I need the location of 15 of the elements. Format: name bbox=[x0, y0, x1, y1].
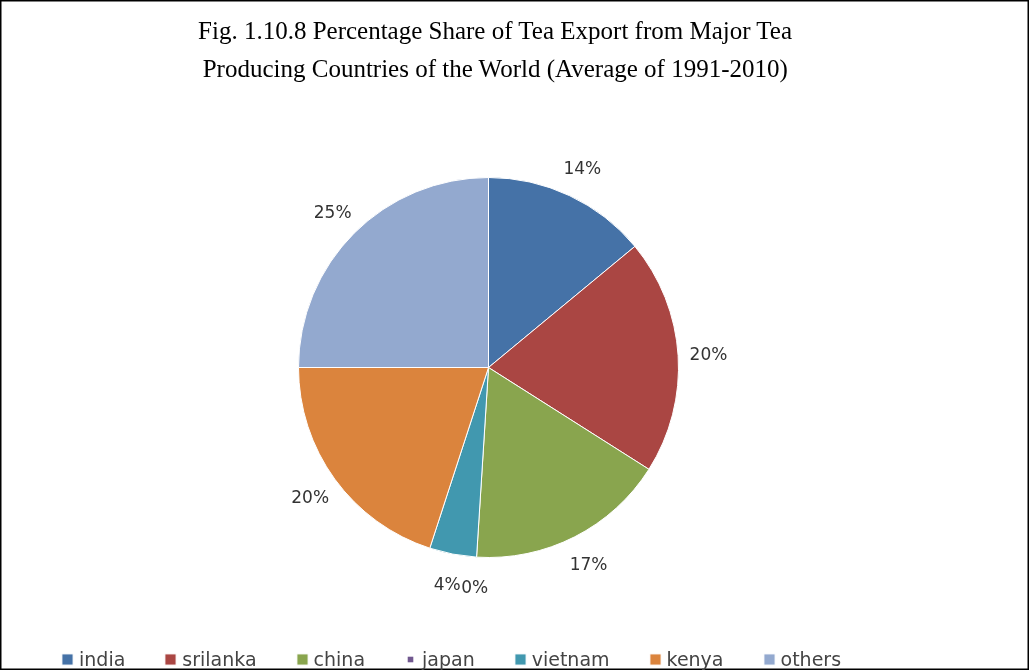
legend-label: india bbox=[79, 648, 126, 670]
data-label: 4% bbox=[433, 574, 461, 594]
legend-label: kenya bbox=[666, 648, 724, 670]
legend-label: others bbox=[780, 648, 842, 670]
data-label: 20% bbox=[291, 487, 330, 508]
data-label: 14% bbox=[563, 158, 602, 179]
data-label: 20% bbox=[689, 343, 728, 364]
legend-label: vietnam bbox=[531, 648, 610, 670]
legend-label: srilanka bbox=[182, 648, 257, 670]
data-label: 17% bbox=[569, 553, 608, 574]
data-label: 25% bbox=[313, 201, 352, 222]
legend-label: japan bbox=[422, 648, 475, 670]
legend-label: china bbox=[313, 648, 366, 670]
chart-title: Fig. 1.10.8 Percentage Share of Tea Export from Major Tea Producing Countries of the World (Average of 1991-2010) bbox=[198, 17, 793, 83]
text: 0% bbox=[461, 577, 489, 598]
